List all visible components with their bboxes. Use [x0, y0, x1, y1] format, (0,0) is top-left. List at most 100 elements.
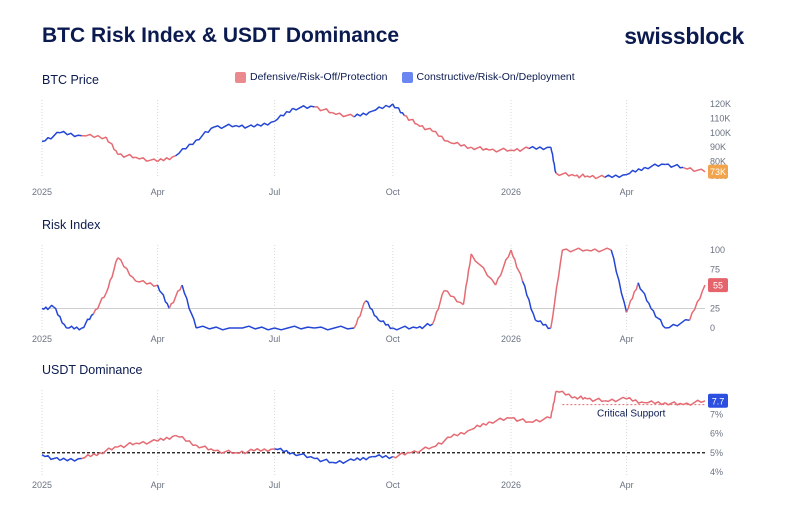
- series-line-segment: [637, 282, 652, 309]
- series-line-segment: [196, 325, 236, 331]
- y-tick-label: 4%: [710, 467, 723, 477]
- series-line-segment: [253, 120, 275, 128]
- series-line-segment: [135, 156, 159, 163]
- series-line-segment: [392, 325, 418, 331]
- series-line-segment: [470, 253, 497, 286]
- series-line-segment: [371, 103, 394, 112]
- legend: Defensive/Risk-Off/Protection Constructi…: [235, 71, 575, 83]
- x-tick-label: Jul: [269, 480, 281, 490]
- series-line-segment: [81, 452, 101, 460]
- series-line-segment: [644, 400, 666, 406]
- series-line-segment: [213, 123, 237, 130]
- series-line-segment: [682, 166, 706, 173]
- series-line-segment: [392, 103, 405, 116]
- y-tick-label: 0: [710, 323, 715, 333]
- series-line-segment: [41, 304, 55, 311]
- last-value-badge: [708, 393, 728, 408]
- x-tick-label: 2026: [501, 334, 521, 344]
- x-tick-label: Apr: [620, 480, 634, 490]
- series-line-segment: [392, 451, 411, 459]
- panel-title: BTC Price: [42, 73, 99, 87]
- series-line-segment: [105, 136, 119, 155]
- series-line-segment: [562, 247, 587, 253]
- series-line-segment: [99, 446, 118, 455]
- page-title: BTC Risk Index & USDT Dominance: [42, 24, 400, 47]
- series-line-segment: [157, 155, 176, 163]
- series-line-segment: [550, 147, 557, 174]
- last-value-label: 73K: [710, 167, 726, 177]
- y-tick-label: 75: [710, 265, 720, 275]
- series-line-segment: [332, 111, 355, 118]
- y-tick-label: 120K: [710, 99, 731, 109]
- series-line-segment: [168, 284, 183, 309]
- series-line-segment: [235, 124, 255, 129]
- series-line-segment: [353, 110, 373, 118]
- series-line-segment: [157, 434, 176, 442]
- panel-title: USDT Dominance: [42, 363, 143, 377]
- series-line-segment: [53, 306, 68, 329]
- series-line-segment: [92, 292, 107, 315]
- series-line-segment: [175, 139, 197, 157]
- x-tick-label: Apr: [151, 334, 165, 344]
- series-line-segment: [626, 166, 646, 176]
- series-line-segment: [274, 107, 294, 122]
- x-tick-label: 2025: [32, 480, 52, 490]
- series-line-segment: [416, 322, 433, 330]
- series-line-segment: [416, 123, 434, 132]
- series-line-segment: [665, 163, 684, 169]
- y-tick-label: 100K: [710, 128, 731, 138]
- series-line-segment: [353, 455, 373, 461]
- x-tick-label: 2025: [32, 187, 52, 197]
- series-line-segment: [488, 147, 512, 153]
- series-line-segment: [135, 438, 158, 445]
- series-line-segment: [521, 280, 537, 321]
- series-line-segment: [450, 141, 472, 150]
- series-line-segment: [604, 173, 627, 179]
- series-line-segment: [81, 133, 107, 140]
- series-line-segment: [574, 173, 588, 179]
- series-line-segment: [470, 146, 490, 151]
- series-line-segment: [41, 454, 61, 461]
- x-tick-label: Apr: [151, 187, 165, 197]
- series-line-segment: [444, 289, 464, 306]
- series-line-segment: [135, 279, 158, 288]
- series-line-segment: [432, 130, 452, 144]
- series-line-segment: [586, 397, 605, 403]
- series-line-segment: [195, 444, 215, 452]
- series-line-segment: [550, 391, 557, 419]
- series-line-segment: [431, 290, 445, 325]
- last-value-label: 55: [713, 281, 723, 291]
- y-tick-label: 6%: [710, 429, 723, 439]
- series-line-segment: [555, 172, 576, 177]
- x-tick-label: Jul: [269, 334, 281, 344]
- last-value-badge: [708, 278, 728, 293]
- series-line-segment: [181, 284, 197, 329]
- series-line-segment: [462, 253, 472, 305]
- panel-title: Risk Index: [42, 218, 101, 232]
- series-line-segment: [470, 421, 490, 431]
- series-line-segment: [488, 417, 512, 424]
- series-line-segment: [292, 452, 315, 460]
- series-line-segment: [494, 249, 512, 286]
- series-line-segment: [410, 446, 433, 454]
- series-line-segment: [688, 284, 706, 321]
- series-line-segment: [665, 318, 690, 329]
- legend-label-constructive: Constructive/Risk-On/Deployment: [416, 71, 575, 83]
- series-line-segment: [59, 457, 82, 462]
- x-tick-label: Oct: [386, 187, 401, 197]
- series-line-segment: [586, 247, 612, 253]
- series-line-segment: [235, 448, 255, 455]
- y-tick-label: 5%: [710, 448, 723, 458]
- series-line-segment: [650, 307, 666, 329]
- x-tick-label: 2025: [32, 334, 52, 344]
- y-tick-label: 100: [710, 245, 725, 255]
- brand-logo: swissblock: [624, 23, 744, 49]
- series-line-segment: [117, 441, 137, 449]
- series-line-segment: [156, 284, 170, 309]
- x-tick-label: Oct: [386, 480, 401, 490]
- annotation-label: Critical Support: [597, 409, 666, 420]
- legend-item-constructive: Constructive/Risk-On/Deployment: [401, 71, 575, 83]
- series-line-segment: [372, 454, 394, 460]
- series-line-segment: [365, 300, 380, 321]
